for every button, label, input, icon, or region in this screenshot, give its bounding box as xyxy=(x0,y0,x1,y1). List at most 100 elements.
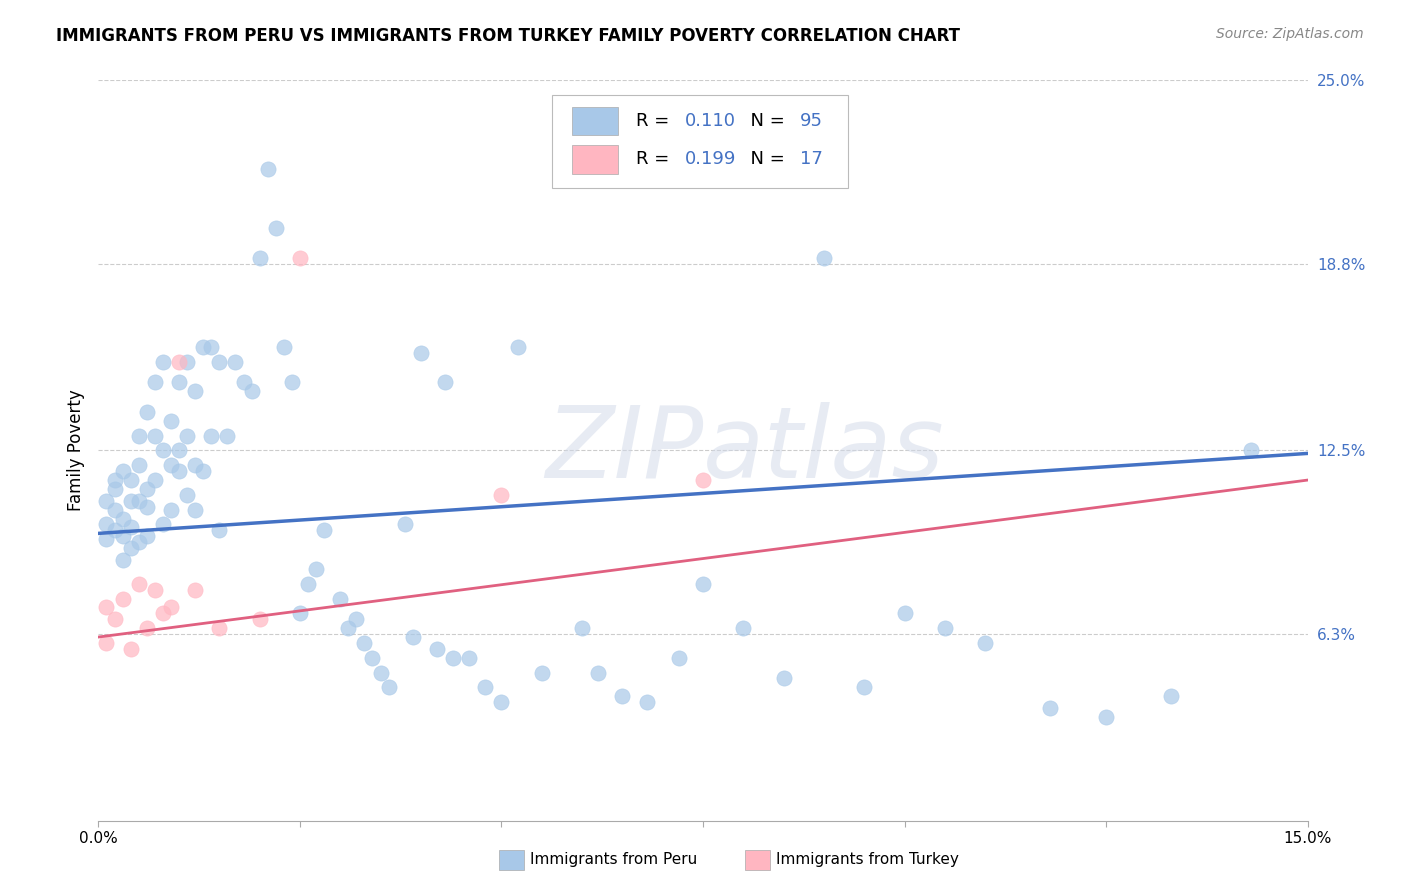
Text: N =: N = xyxy=(740,112,790,130)
Point xyxy=(288,607,311,621)
Point xyxy=(96,533,118,547)
Y-axis label: Family Poverty: Family Poverty xyxy=(66,390,84,511)
Point xyxy=(103,524,125,538)
Point xyxy=(120,520,142,534)
Point xyxy=(586,665,609,680)
Point xyxy=(160,502,183,516)
Point xyxy=(1039,701,1062,715)
Point xyxy=(184,384,207,399)
Point xyxy=(135,405,157,419)
Text: 95: 95 xyxy=(800,112,823,130)
Point xyxy=(208,354,231,368)
Point xyxy=(128,535,150,549)
Point xyxy=(176,488,198,502)
Point xyxy=(249,251,271,265)
Point xyxy=(232,376,254,390)
Point xyxy=(135,529,157,543)
Point xyxy=(636,695,658,709)
Point xyxy=(111,591,134,606)
Point xyxy=(176,354,198,368)
Point xyxy=(128,458,150,473)
Point xyxy=(733,621,755,635)
Point xyxy=(441,650,464,665)
Text: Immigrants from Turkey: Immigrants from Turkey xyxy=(776,853,959,867)
Point xyxy=(692,576,714,591)
Point xyxy=(143,376,166,390)
Point xyxy=(434,376,457,390)
Point xyxy=(143,582,166,597)
Point xyxy=(530,665,553,680)
Text: 17: 17 xyxy=(800,151,823,169)
Point xyxy=(772,672,794,686)
Point xyxy=(297,576,319,591)
Point xyxy=(668,650,690,665)
Point xyxy=(152,443,174,458)
Point xyxy=(111,511,134,525)
Point xyxy=(152,517,174,532)
Point xyxy=(281,376,304,390)
Point xyxy=(120,493,142,508)
Text: ZIP: ZIP xyxy=(544,402,703,499)
Point xyxy=(96,600,118,615)
Point xyxy=(353,636,375,650)
Point xyxy=(264,221,287,235)
Point xyxy=(491,695,513,709)
Point xyxy=(458,650,481,665)
Point xyxy=(409,345,432,359)
Point xyxy=(361,650,384,665)
Point xyxy=(491,488,513,502)
Point xyxy=(612,690,634,704)
Text: 0.199: 0.199 xyxy=(685,151,737,169)
Point xyxy=(135,500,157,514)
Point xyxy=(167,464,190,478)
Point xyxy=(120,641,142,656)
Point xyxy=(128,576,150,591)
Point xyxy=(256,162,278,177)
Point xyxy=(135,621,157,635)
Point xyxy=(344,612,367,626)
Point xyxy=(402,630,425,644)
Point xyxy=(217,428,239,442)
Point xyxy=(184,582,207,597)
Point xyxy=(103,482,125,496)
Point xyxy=(474,681,496,695)
Point xyxy=(692,473,714,487)
Point xyxy=(288,251,311,265)
Point xyxy=(143,428,166,442)
Point xyxy=(193,340,215,354)
Point xyxy=(103,612,125,626)
Point xyxy=(96,517,118,532)
Point xyxy=(193,464,215,478)
Point xyxy=(111,553,134,567)
FancyBboxPatch shape xyxy=(551,95,848,187)
Point xyxy=(96,636,118,650)
Point xyxy=(370,665,392,680)
Point xyxy=(1240,443,1263,458)
Point xyxy=(273,340,295,354)
Point xyxy=(135,482,157,496)
Point xyxy=(329,591,352,606)
Point xyxy=(200,340,222,354)
Point xyxy=(314,524,336,538)
Text: Immigrants from Peru: Immigrants from Peru xyxy=(530,853,697,867)
Point xyxy=(167,443,190,458)
Point xyxy=(152,607,174,621)
Point xyxy=(506,340,529,354)
FancyBboxPatch shape xyxy=(572,107,619,135)
Text: 0.110: 0.110 xyxy=(685,112,735,130)
Point xyxy=(160,600,183,615)
Point xyxy=(853,681,876,695)
Text: N =: N = xyxy=(740,151,790,169)
Point xyxy=(176,428,198,442)
Point xyxy=(120,541,142,556)
Point xyxy=(200,428,222,442)
Point xyxy=(974,636,997,650)
Point xyxy=(208,621,231,635)
Point xyxy=(160,458,183,473)
Point xyxy=(128,493,150,508)
Point xyxy=(426,641,449,656)
Point xyxy=(813,251,835,265)
Point xyxy=(184,502,207,516)
Point xyxy=(249,612,271,626)
Point xyxy=(1160,690,1182,704)
